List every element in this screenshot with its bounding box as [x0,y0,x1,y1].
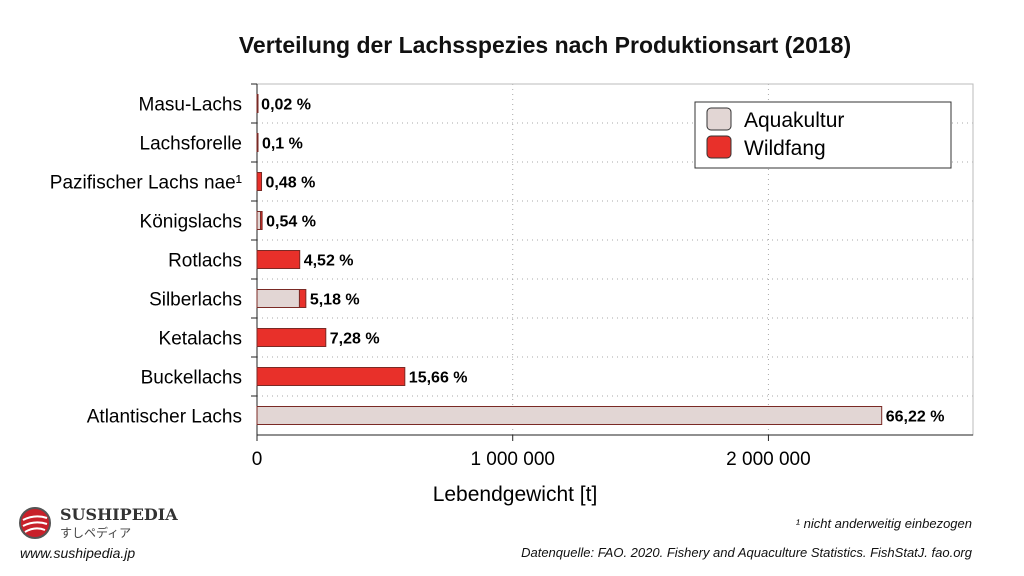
category-label: Buckellachs [141,368,242,389]
bar-aquakultur [256,406,883,425]
data-label: 0,48 % [266,175,316,192]
bar-wildfang [256,328,327,347]
bar-wildfang [256,250,301,269]
category-label: Pazifischer Lachs nae¹ [50,173,242,194]
data-label: 5,18 % [310,292,360,309]
category-label: Silberlachs [149,290,242,311]
chart-title: Verteilung der Lachsspezies nach Produkt… [238,32,852,58]
bar-wildfang [256,367,406,386]
logo-jp: すしペディア [60,526,132,540]
footnote: ¹ nicht anderweitig einbezogen [795,516,972,531]
sushipedia-logo: SUSHIPEDIA すしペディア [18,505,178,541]
legend-label: Wildfang [744,137,826,160]
logo-brand: SUSHIPEDIA [60,505,178,524]
source-note: Datenquelle: FAO. 2020. Fishery and Aqua… [521,545,972,560]
legend [694,101,952,169]
data-label: 7,28 % [330,331,380,348]
data-label: 0,1 % [262,136,303,153]
category-label: Rotlachs [168,251,242,272]
bar-wildfang [260,211,263,230]
category-label: Atlantischer Lachs [87,407,242,428]
data-label: 15,66 % [409,370,468,387]
bar-aquakultur [256,211,262,230]
bar-aquakultur [256,289,300,308]
category-label: Königslachs [140,212,242,233]
x-axis-label: Lebendgewicht [t] [433,483,598,506]
category-label: Masu-Lachs [139,95,243,116]
bar-wildfang [256,172,263,191]
bar-aquakultur [256,133,259,152]
data-label: 0,54 % [266,214,316,231]
website-link[interactable]: www.sushipedia.jp [20,545,136,561]
data-label: 66,22 % [886,409,945,426]
category-label: Lachsforelle [140,134,242,155]
x-tick-label: 1 000 000 [470,449,555,470]
bar-wildfang [298,289,307,308]
legend-label: Aquakultur [744,109,844,132]
data-label: 4,52 % [304,253,354,270]
sushi-logo-icon [19,507,51,539]
category-label: Ketalachs [159,329,242,350]
x-tick-label: 2 000 000 [726,449,811,470]
legend-swatch-wildfang [706,135,732,159]
legend-swatch-aquakultur [706,107,732,131]
bar-aquakultur [256,94,259,113]
data-label: 0,02 % [261,97,311,114]
x-tick-label: 0 [252,449,263,470]
